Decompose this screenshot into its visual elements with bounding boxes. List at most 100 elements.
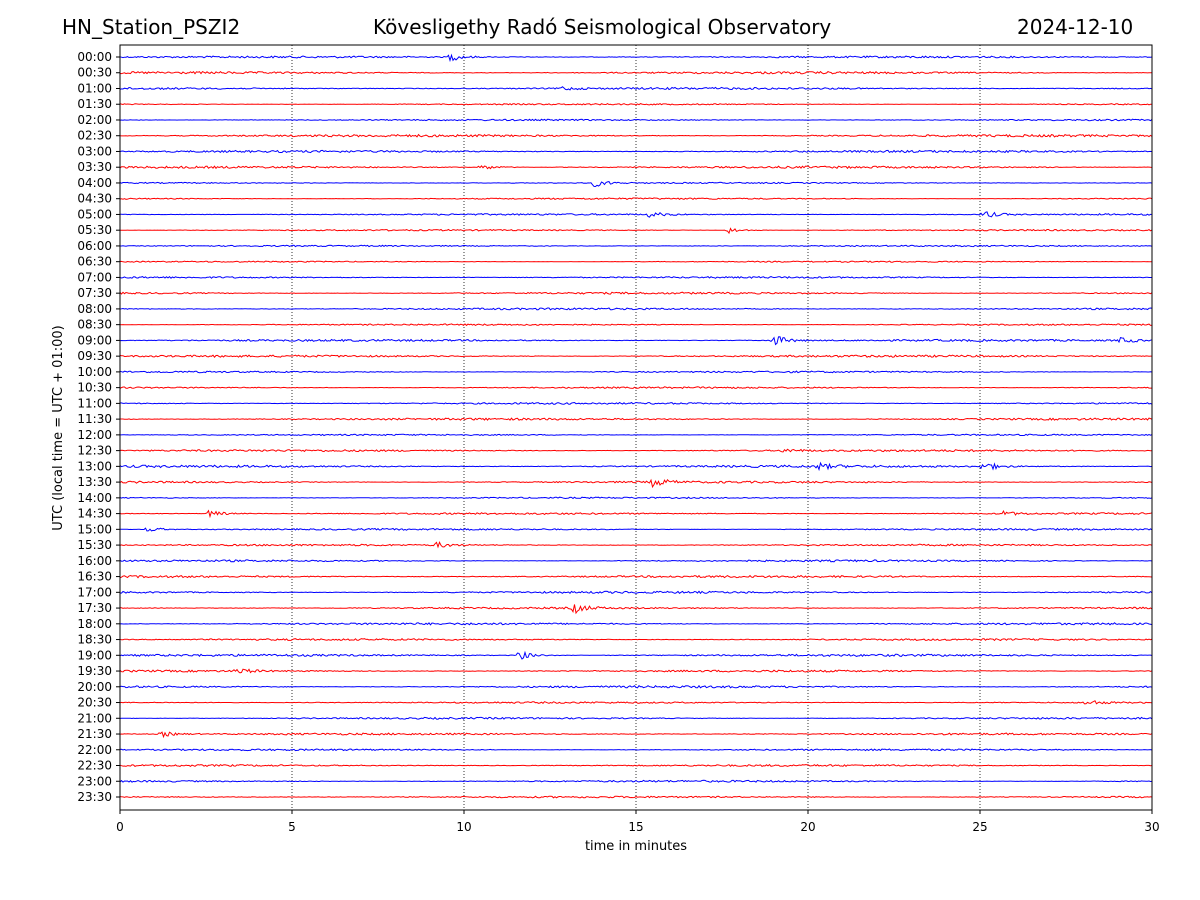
y-tick-label: 06:00: [77, 239, 112, 253]
x-tick-label: 20: [800, 820, 815, 834]
trace-0530: [119, 227, 1153, 235]
trace-1030: [119, 386, 1152, 390]
trace-1400: [119, 496, 1153, 500]
trace-1200: [120, 433, 1153, 437]
trace-0630: [119, 260, 1152, 263]
y-tick-label: 03:30: [77, 160, 112, 174]
trace-1800: [119, 622, 1153, 626]
trace-1300: [119, 461, 1153, 472]
trace-1630: [119, 574, 1153, 579]
y-tick-label: 20:30: [77, 696, 112, 710]
y-tick-label: 15:00: [77, 522, 112, 536]
y-tick-label: 04:30: [77, 192, 112, 206]
trace-1700: [119, 590, 1153, 595]
y-tick-label: 05:00: [77, 207, 112, 221]
x-tick-label: 5: [288, 820, 296, 834]
y-tick-label: 18:30: [77, 633, 112, 647]
y-tick-label: 16:00: [77, 554, 112, 568]
trace-1930: [119, 668, 1153, 674]
trace-2300: [119, 779, 1153, 783]
y-tick-label: 19:00: [77, 648, 112, 662]
trace-0100: [119, 86, 1153, 91]
trace-0130: [119, 102, 1152, 106]
trace-1530: [119, 540, 1153, 549]
trace-1330: [119, 478, 1153, 489]
y-tick-label: 07:30: [77, 286, 112, 300]
trace-0930: [119, 354, 1152, 358]
trace-1900: [119, 650, 1153, 660]
y-tick-label: 07:00: [77, 270, 112, 284]
y-tick-label: 19:30: [77, 664, 112, 678]
y-tick-label: 22:30: [77, 759, 112, 773]
y-tick-label: 22:00: [77, 743, 112, 757]
trace-0430: [119, 197, 1153, 201]
x-axis-label: time in minutes: [585, 839, 687, 854]
trace-0800: [119, 307, 1153, 311]
trace-1830: [119, 638, 1153, 642]
chart-title: Kövesligethy Radó Seismological Observat…: [373, 15, 832, 39]
trace-2130: [119, 731, 1153, 739]
y-tick-label: 18:00: [77, 617, 112, 631]
date-label: 2024-12-10: [1017, 15, 1134, 39]
y-tick-label: 11:30: [77, 412, 112, 426]
trace-0900: [119, 336, 1153, 346]
trace-1600: [119, 559, 1153, 563]
trace-2230: [119, 763, 1153, 768]
y-tick-label: 02:30: [77, 129, 112, 143]
trace-0500: [120, 211, 1152, 218]
trace-0600: [120, 244, 1153, 248]
y-tick-label: 01:00: [77, 81, 112, 95]
trace-0000: [119, 53, 1153, 63]
x-tick-label: 0: [116, 820, 124, 834]
y-tick-label: 16:30: [77, 570, 112, 584]
y-tick-label: 00:00: [77, 50, 112, 64]
trace-0400: [119, 181, 1153, 188]
y-tick-label: 20:00: [77, 680, 112, 694]
trace-1230: [119, 448, 1152, 453]
y-axis-label: UTC (local time = UTC + 01:00): [51, 325, 66, 530]
y-tick-label: 03:00: [77, 144, 112, 158]
trace-0200: [119, 118, 1153, 122]
trace-1730: [119, 604, 1153, 615]
y-tick-label: 01:30: [77, 97, 112, 111]
y-tick-label: 10:30: [77, 381, 112, 395]
y-tick-label: 14:30: [77, 507, 112, 521]
trace-1100: [119, 401, 1153, 405]
trace-2330: [119, 795, 1153, 799]
trace-2200: [119, 748, 1153, 752]
trace-2100: [119, 716, 1153, 720]
y-tick-label: 02:00: [77, 113, 112, 127]
trace-2030: [119, 700, 1153, 705]
y-tick-label: 12:30: [77, 444, 112, 458]
y-tick-label: 04:00: [77, 176, 112, 190]
y-tick-label: 08:30: [77, 318, 112, 332]
y-tick-label: 00:30: [77, 66, 112, 80]
trace-2000: [119, 684, 1153, 689]
y-tick-label: 23:00: [77, 774, 112, 788]
y-tick-label: 15:30: [77, 538, 112, 552]
y-tick-label: 23:30: [77, 790, 112, 804]
trace-0300: [119, 149, 1153, 154]
y-tick-label: 05:30: [77, 223, 112, 237]
y-tick-label: 08:00: [77, 302, 112, 316]
trace-0730: [119, 291, 1153, 295]
trace-1500: [119, 527, 1153, 532]
y-tick-label: 12:00: [77, 428, 112, 442]
y-tick-label: 09:00: [77, 333, 112, 347]
y-tick-label: 06:30: [77, 255, 112, 269]
trace-0330: [119, 165, 1153, 170]
trace-0230: [119, 133, 1153, 138]
y-tick-label: 17:00: [77, 585, 112, 599]
x-tick-label: 30: [1144, 820, 1159, 834]
y-tick-label: 21:00: [77, 711, 112, 725]
trace-1000: [119, 370, 1153, 374]
y-tick-label: 11:00: [77, 396, 112, 410]
y-tick-label: 21:30: [77, 727, 112, 741]
y-tick-label: 14:00: [77, 491, 112, 505]
y-tick-label: 13:30: [77, 475, 112, 489]
trace-1130: [120, 417, 1153, 421]
x-tick-label: 10: [456, 820, 471, 834]
y-tick-label: 09:30: [77, 349, 112, 363]
y-tick-label: 17:30: [77, 601, 112, 615]
